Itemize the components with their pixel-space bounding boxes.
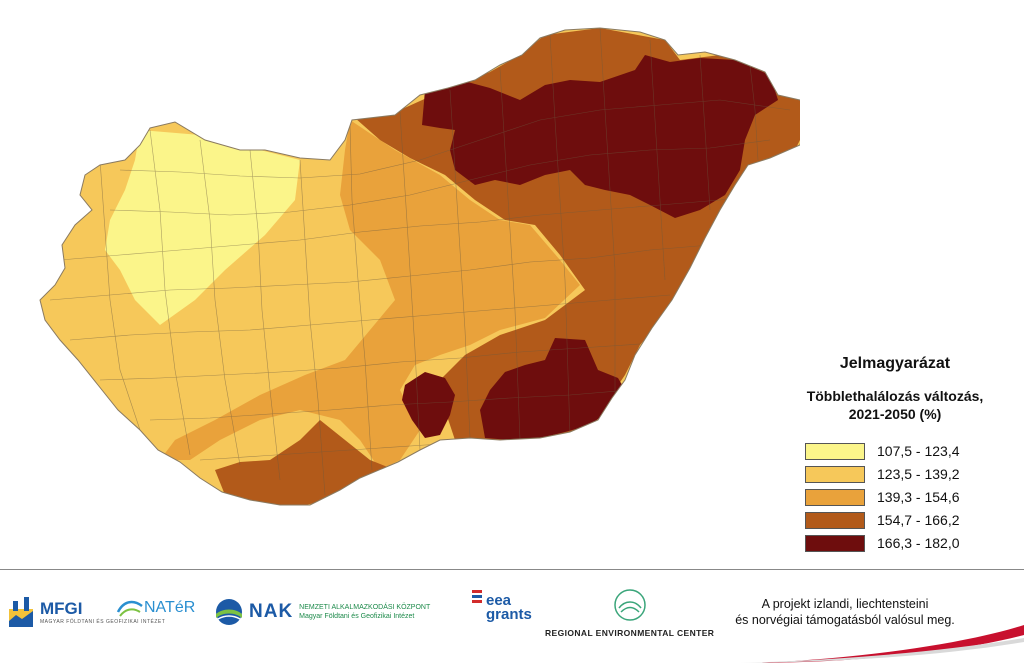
funding-note-line2: és norvégiai támogatásból valósul meg. bbox=[735, 613, 955, 627]
legend-label: 123,5 - 139,2 bbox=[877, 466, 960, 482]
nater-logo-text: NATéR bbox=[144, 599, 196, 616]
mfgi-logo: MFGI MAGYAR FÖLDTANI ÉS GEOFIZIKAI INTÉZ… bbox=[8, 595, 165, 629]
legend-subtitle-line2: 2021-2050 (%) bbox=[848, 406, 942, 422]
eea-logo-line2: grants bbox=[486, 606, 532, 623]
eea-logo-line1: eea bbox=[486, 592, 512, 609]
legend-items: 107,5 - 123,4 123,5 - 139,2 139,3 - 154,… bbox=[805, 441, 1015, 553]
legend-subtitle-line1: Többlethalálozás változás, bbox=[806, 388, 984, 404]
legend-label: 139,3 - 154,6 bbox=[877, 489, 960, 505]
legend-swatch bbox=[805, 465, 865, 483]
legend-swatch bbox=[805, 511, 865, 529]
mfgi-emblem-icon bbox=[9, 597, 33, 627]
district-boundaries bbox=[49, 28, 791, 496]
legend-label: 154,7 - 166,2 bbox=[877, 512, 960, 528]
map-legend: Jelmagyarázat Többlethalálozás változás,… bbox=[775, 355, 1015, 556]
legend-item: 107,5 - 123,4 bbox=[805, 441, 1015, 461]
map-region-south-darkest bbox=[402, 372, 455, 438]
funding-note-line1: A projekt izlandi, liechtensteini bbox=[761, 597, 929, 611]
map-region-ne-darkest bbox=[422, 55, 778, 218]
footer-divider bbox=[0, 569, 1024, 570]
nak-logo: NAK NEMZETI ALKALMAZKODÁSI KÖZPONT Magya… bbox=[215, 598, 430, 626]
nater-wave-icon bbox=[116, 600, 143, 617]
rec-logo-text: REGIONAL ENVIRONMENTAL CENTER bbox=[545, 628, 715, 638]
map-region-nw-light bbox=[105, 130, 300, 325]
funding-note: A projekt izlandi, liechtensteini és nor… bbox=[700, 596, 990, 628]
legend-item: 139,3 - 154,6 bbox=[805, 487, 1015, 507]
nater-logo: NATéR bbox=[116, 598, 195, 618]
nak-logo-subtext-2: Magyar Földtani és Geofizikai Intézet bbox=[299, 613, 415, 620]
hungary-choropleth-map bbox=[39, 27, 800, 506]
rec-logo: REGIONAL ENVIRONMENTAL CENTER bbox=[545, 588, 714, 638]
legend-item: 166,3 - 182,0 bbox=[805, 533, 1015, 553]
mfgi-logo-subtext: MAGYAR FÖLDTANI ÉS GEOFIZIKAI INTÉZET bbox=[40, 619, 166, 625]
map-region-central-orange bbox=[160, 120, 580, 470]
map-region-se-darkest bbox=[480, 338, 628, 440]
nak-globe-icon bbox=[216, 599, 242, 625]
legend-title: Jelmagyarázat bbox=[839, 355, 951, 372]
legend-swatch bbox=[805, 488, 865, 506]
legend-item: 123,5 - 139,2 bbox=[805, 464, 1015, 484]
nak-logo-subtext-1: NEMZETI ALKALMAZKODÁSI KÖZPONT bbox=[299, 604, 431, 611]
eea-flags-icon bbox=[472, 590, 482, 603]
rec-emblem-icon bbox=[613, 589, 646, 621]
legend-item: 154,7 - 166,2 bbox=[805, 510, 1015, 530]
footer: MFGI MAGYAR FÖLDTANI ÉS GEOFIZIKAI INTÉZ… bbox=[0, 570, 1024, 663]
legend-swatch bbox=[805, 534, 865, 552]
eea-grants-logo: eea grants bbox=[470, 588, 532, 628]
legend-label: 107,5 - 123,4 bbox=[877, 443, 960, 459]
legend-swatch bbox=[805, 442, 865, 460]
legend-label: 166,3 - 182,0 bbox=[877, 535, 960, 551]
nak-logo-text: NAK bbox=[249, 601, 294, 622]
footer-swoosh-decoration bbox=[740, 625, 1024, 663]
mfgi-logo-text: MFGI bbox=[40, 599, 83, 618]
